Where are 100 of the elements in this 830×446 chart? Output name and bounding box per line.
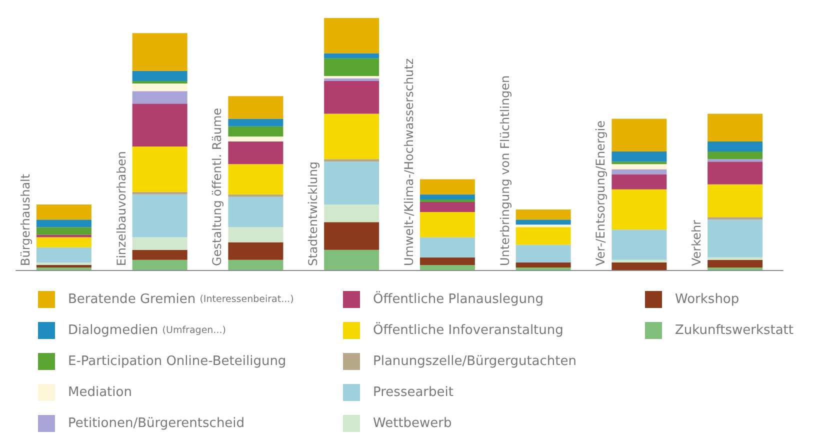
bar (132, 250, 188, 260)
bar (324, 53, 380, 58)
bar (324, 159, 380, 162)
bar (612, 189, 667, 230)
bar (36, 227, 92, 235)
bar (132, 81, 188, 84)
bar (612, 164, 667, 170)
bar (324, 58, 380, 76)
legend-label: Pressearbeit (373, 385, 454, 400)
bar (132, 33, 188, 71)
bar (612, 152, 667, 162)
bar (612, 174, 667, 190)
bar (132, 192, 188, 194)
bar (612, 118, 667, 152)
bar (228, 194, 284, 197)
bar (228, 126, 284, 136)
legend-label: Workshop (675, 292, 740, 307)
bar (516, 210, 571, 220)
bar (420, 264, 475, 270)
bar (708, 220, 763, 258)
x-tick-label: Verkehr (690, 220, 704, 266)
bar (516, 227, 571, 245)
bar (324, 114, 380, 160)
bar (324, 204, 380, 222)
x-tick-label: Gestaltung öffentl. Räume (210, 108, 224, 266)
bar (36, 234, 92, 238)
bar (324, 78, 380, 81)
bar (708, 257, 763, 260)
bar (36, 267, 92, 270)
legend-label: E-Participation Online-Beteiligung (68, 354, 286, 369)
bar (132, 104, 188, 147)
bar (132, 146, 188, 192)
bar (420, 212, 475, 238)
bar (708, 159, 763, 162)
bar (324, 162, 380, 204)
bar (612, 162, 667, 164)
bar (132, 194, 188, 238)
bar (228, 141, 284, 164)
bar (516, 220, 571, 225)
bar (36, 247, 92, 262)
bar (708, 152, 763, 160)
bar (516, 267, 571, 270)
bar (612, 262, 667, 270)
bar (132, 237, 188, 250)
bar (708, 162, 763, 184)
bar (708, 217, 763, 220)
bar (228, 118, 284, 126)
legend-label: Öffentliche Planauslegung (373, 291, 544, 307)
bar (324, 76, 380, 78)
bar (228, 260, 284, 270)
bar (228, 96, 284, 119)
x-tick-label: Unterbringung von Flüchtlingen (498, 75, 512, 266)
bar (420, 202, 475, 212)
bar (420, 179, 475, 194)
x-tick-label: Umwelt-/Klima-/Hochwasserschutz (402, 58, 416, 266)
legend-label: Petitionen/Bürgerentscheid (68, 416, 245, 431)
legend-label: Öffentliche Infoveranstaltung (373, 322, 564, 338)
bar (36, 204, 92, 220)
x-tick-label: Einzelbauvorhaben (114, 151, 128, 266)
bar (324, 222, 380, 250)
bar (420, 194, 475, 200)
legend-label: Dialogmedien (Umfragen...) (68, 323, 226, 338)
bar (612, 260, 667, 262)
bar (324, 18, 380, 54)
bar (228, 242, 284, 260)
bar (36, 220, 92, 228)
bar (132, 91, 188, 104)
bar (228, 136, 284, 142)
bar (708, 141, 763, 152)
bar (324, 250, 380, 270)
x-tick-label: Stadtentwicklung (306, 161, 320, 266)
legend-label: Mediation (68, 385, 132, 400)
x-tick-label: Bürgerhaushalt (18, 174, 32, 266)
bar (36, 262, 92, 265)
bar (708, 267, 763, 270)
bar (36, 237, 92, 248)
bar (420, 199, 475, 202)
legend-label: Planungszelle/Bürgergutachten (373, 354, 576, 369)
bar (612, 230, 667, 260)
bar (516, 244, 571, 262)
legend-label: Zukunftswerkstatt (675, 323, 794, 338)
bar (708, 114, 763, 142)
bar (516, 224, 571, 228)
bar (132, 70, 188, 81)
x-tick-label: Ver-/Entsorgung/Energie (594, 120, 608, 266)
bar (324, 81, 380, 114)
bar (228, 196, 284, 228)
legend-label: Beratende Gremien (Interessenbeirat...) (68, 292, 294, 307)
bar (228, 227, 284, 242)
bar (420, 237, 475, 258)
legend-label: Wettbewerb (373, 416, 452, 431)
bar (228, 164, 284, 194)
bar (612, 169, 667, 174)
bar (36, 264, 92, 268)
bar (708, 184, 763, 218)
bar (132, 84, 188, 92)
bar (708, 260, 763, 268)
bar (516, 262, 571, 268)
bar (420, 257, 475, 265)
bar (132, 260, 188, 270)
